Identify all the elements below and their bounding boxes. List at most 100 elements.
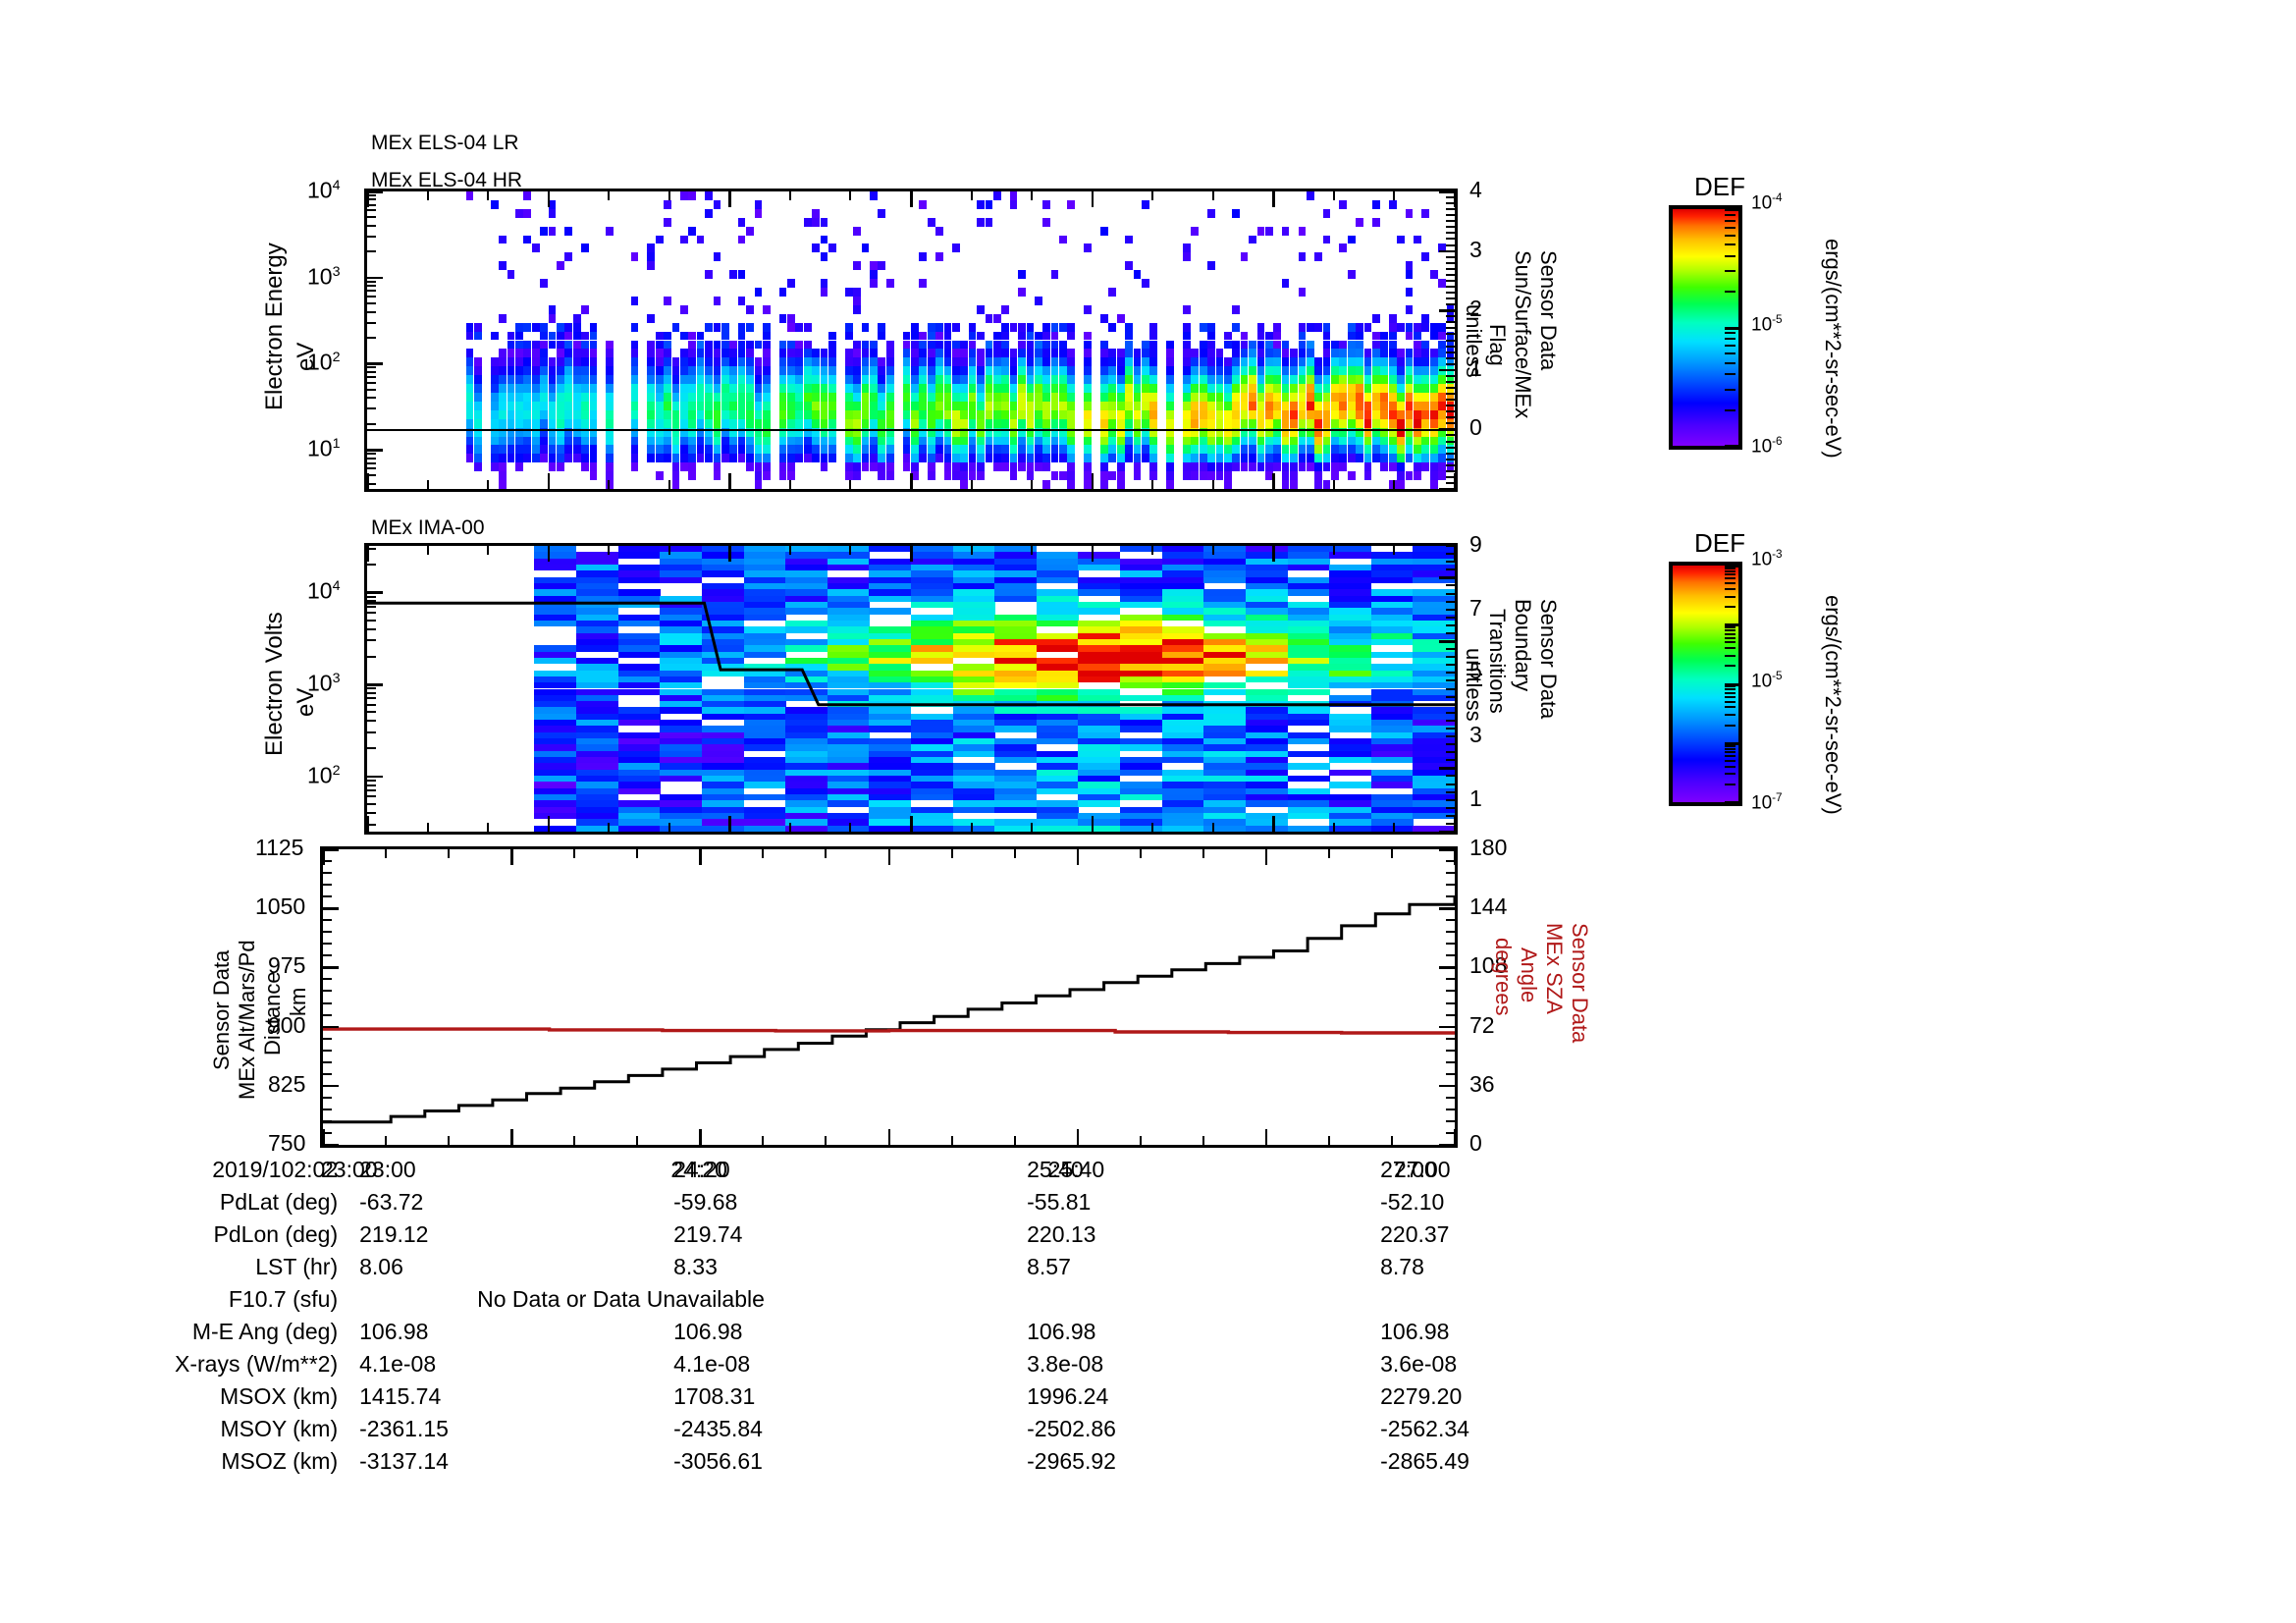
right-y-tick — [1446, 232, 1455, 235]
spectrogram-cell — [1108, 436, 1117, 446]
spectrogram-cell — [1100, 357, 1108, 367]
spectrogram-cell — [1429, 462, 1438, 472]
spectrogram-cell — [1149, 401, 1158, 410]
spectrogram-cell — [1059, 436, 1067, 446]
spectrogram-cell — [1161, 813, 1204, 820]
spectrogram-cell — [1199, 401, 1207, 410]
spectrogram-cell — [1036, 806, 1079, 813]
spectrogram-cell — [754, 366, 763, 376]
spectrogram-cell — [1183, 462, 1191, 472]
spectrogram-cell — [952, 570, 995, 577]
colorbar-tick — [1725, 665, 1735, 668]
spectrogram-cell — [1281, 279, 1290, 289]
spectrogram-cell — [1199, 454, 1207, 463]
spectrogram-cell — [705, 401, 713, 410]
spectrogram-cell — [827, 632, 870, 639]
y-tick — [367, 235, 376, 238]
spectrogram-cell — [721, 384, 729, 393]
spectrogram-column — [1298, 191, 1307, 489]
spectrogram-cell — [902, 331, 911, 341]
spectrogram-cell — [911, 787, 954, 795]
spectrogram-cell — [1256, 436, 1265, 446]
spectrogram-cell — [803, 409, 812, 419]
spectrogram-cell — [1100, 384, 1108, 393]
spectrogram-column — [778, 191, 787, 489]
spectrogram-cell — [688, 418, 697, 428]
spectrogram-cell — [1363, 462, 1372, 472]
spectrogram-cell — [564, 384, 573, 393]
spectrogram-cell — [1370, 626, 1414, 633]
spectrogram-cell — [1287, 720, 1330, 727]
spectrogram-cell — [935, 349, 943, 358]
spectrogram-cell — [861, 454, 870, 463]
spectrogram-cell — [787, 340, 795, 350]
spectrogram-cell — [911, 657, 954, 665]
spectrogram-cell — [1281, 357, 1290, 367]
spectrogram-cell — [778, 436, 787, 446]
spectrogram-cell — [1001, 445, 1010, 455]
x-tick — [849, 546, 852, 555]
spectrogram-cell — [762, 331, 771, 341]
spectrogram-cell — [729, 427, 738, 437]
spectrogram-cell — [869, 782, 912, 788]
spectrogram-cell — [1191, 384, 1200, 393]
spectrogram-cell — [994, 614, 1038, 621]
spectrogram-cell — [701, 750, 744, 758]
spectrogram-cell — [1026, 418, 1035, 428]
x-tick — [825, 849, 828, 858]
spectrogram-cell — [869, 664, 912, 671]
spectrogram-cell — [1116, 471, 1125, 481]
spectrogram-cell — [679, 436, 688, 446]
spectrogram-cell — [721, 445, 729, 455]
spectrogram-cell — [1372, 313, 1380, 323]
spectrogram-cell — [490, 436, 499, 446]
spectrogram-cell — [885, 436, 894, 446]
spectrogram-cell — [787, 418, 795, 428]
y-tick — [367, 250, 376, 253]
spectrogram-cell — [1245, 676, 1288, 683]
y-tick — [323, 978, 332, 981]
spectrogram-cell — [1084, 436, 1092, 446]
spectrogram-cell — [943, 384, 952, 393]
panel1-right-label-2: Flag — [1485, 324, 1510, 366]
spectrogram-cell — [696, 340, 705, 350]
spectrogram-cell — [1287, 645, 1330, 652]
spectrogram-cell — [994, 776, 1038, 783]
spectrogram-cell — [785, 552, 828, 559]
spectrogram-cell — [1149, 445, 1158, 455]
spectrogram-cell — [1050, 418, 1059, 428]
spectrogram-cell — [534, 713, 577, 721]
spectrogram-cell — [968, 462, 977, 472]
spectrogram-cell — [803, 392, 812, 402]
spectrogram-cell — [878, 384, 886, 393]
spectrogram-cell — [534, 769, 577, 777]
spectrogram-cell — [927, 471, 935, 481]
spectrogram-cell — [1042, 401, 1051, 410]
spectrogram-cell — [885, 392, 894, 402]
spectrogram-cell — [743, 614, 786, 621]
spectrogram-cell — [1161, 726, 1204, 732]
right-y-ticklabel: 4 — [1469, 177, 1482, 202]
spectrogram-cell — [1363, 375, 1372, 385]
spectrogram-cell — [576, 720, 619, 727]
spectrogram-cell — [1290, 480, 1298, 489]
spectrogram-cell — [660, 738, 703, 745]
spectrogram-cell — [878, 401, 886, 410]
spectrogram-cell — [762, 445, 771, 455]
spectrogram-cell — [1207, 445, 1215, 455]
spectrogram-cell — [746, 226, 754, 236]
spectrogram-cell — [746, 384, 754, 393]
spectrogram-cell — [985, 375, 993, 385]
spectrogram-cell — [1287, 638, 1330, 646]
spectrogram-cell — [679, 445, 688, 455]
right-y-tick — [1446, 362, 1455, 365]
spectrogram-cell — [1281, 226, 1290, 236]
spectrogram-cell — [902, 454, 911, 463]
spectrogram-column — [557, 191, 564, 489]
spectrogram-cell — [853, 392, 861, 402]
spectrogram-cell — [1036, 707, 1079, 714]
spectrogram-cell — [952, 589, 995, 596]
spectrogram-cell — [564, 322, 573, 332]
spectrogram-cell — [844, 462, 853, 472]
spectrogram-cell — [1133, 357, 1142, 367]
